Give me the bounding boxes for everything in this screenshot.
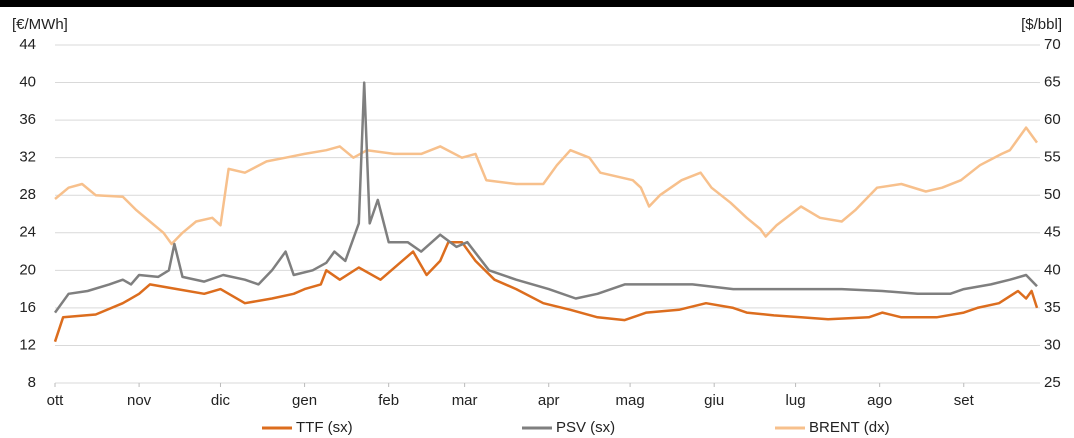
y2-tick-label: 30 (1044, 336, 1061, 353)
series-line (53, 240, 1039, 343)
x-tick-label: ott (47, 392, 65, 409)
y2-tick-label: 40 (1044, 261, 1061, 278)
y2-tick-label: 60 (1044, 111, 1061, 128)
x-tick-label: mag (616, 392, 645, 409)
y2-tick-label: 50 (1044, 186, 1061, 203)
y2-tick-label: 35 (1044, 299, 1061, 316)
y-tick-label: 32 (19, 149, 36, 166)
y-axis-title: [€/MWh] (12, 16, 68, 33)
legend-label: PSV (sx) (556, 419, 615, 436)
x-tick-label: ago (867, 392, 892, 409)
y-tick-label: 40 (19, 74, 36, 91)
y-tick-label: 16 (19, 299, 36, 316)
y2-tick-label: 45 (1044, 224, 1061, 241)
y2-tick-label: 25 (1044, 374, 1061, 391)
series-line (54, 126, 1039, 246)
x-tick-label: set (954, 392, 975, 409)
y-tick-label: 12 (19, 336, 36, 353)
x-tick-label: apr (538, 392, 560, 409)
x-tick-label: dic (211, 392, 231, 409)
y-tick-label: 24 (19, 224, 36, 241)
x-tick-label: lug (786, 392, 806, 409)
legend-label: TTF (sx) (296, 419, 353, 436)
y-tick-label: 44 (19, 36, 36, 53)
x-tick-label: nov (127, 392, 152, 409)
y-tick-label: 20 (19, 261, 36, 278)
y2-tick-label: 65 (1044, 74, 1061, 91)
y2-tick-label: 70 (1044, 36, 1061, 53)
y2-axis-title: [$/bbl] (1021, 16, 1062, 33)
x-tick-label: mar (452, 392, 478, 409)
top-bar (0, 0, 1074, 7)
y2-tick-label: 55 (1044, 149, 1061, 166)
x-tick-label: giu (704, 392, 724, 409)
x-tick-label: feb (378, 392, 399, 409)
legend-label: BRENT (dx) (809, 419, 890, 436)
series-line (53, 81, 1038, 314)
y-tick-label: 36 (19, 111, 36, 128)
x-tick-label: gen (292, 392, 317, 409)
y-tick-label: 8 (28, 374, 36, 391)
y-tick-label: 28 (19, 186, 36, 203)
